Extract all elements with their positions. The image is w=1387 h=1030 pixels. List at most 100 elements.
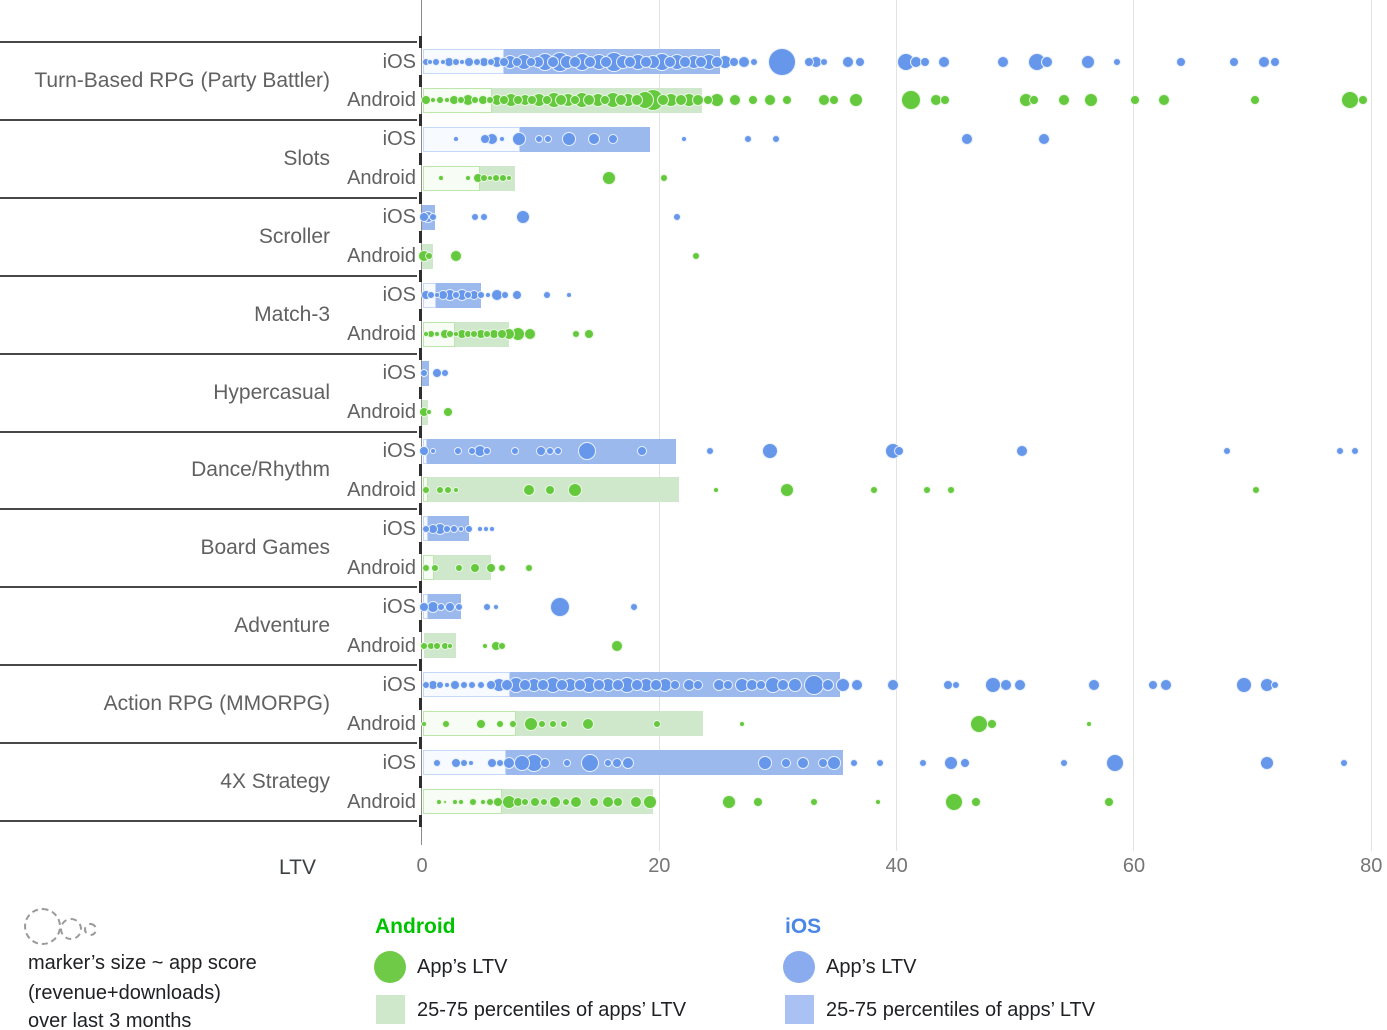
android-app-ltv-point	[1249, 95, 1260, 106]
ios-app-ltv-point	[510, 447, 519, 455]
x-tick-label: 40	[885, 855, 908, 877]
ios-app-ltv-point	[999, 678, 1012, 691]
ios-app-ltv-point	[663, 55, 676, 68]
ios-app-ltv-point	[542, 291, 551, 300]
ios-app-ltv-point	[428, 213, 437, 222]
ios-app-ltv-point	[453, 447, 462, 455]
ios-app-ltv-point	[920, 56, 931, 67]
android-app-ltv-point	[452, 798, 459, 805]
genre-label: Board Games	[200, 536, 330, 560]
y-axis-tick	[419, 776, 422, 789]
ios-app-ltv-point	[459, 680, 468, 689]
ios-app-ltv-point	[756, 679, 767, 690]
android-app-ltv-point	[739, 720, 746, 727]
ios-app-ltv-point	[519, 678, 532, 691]
android-app-ltv-point	[971, 796, 982, 807]
android-app-ltv-point	[498, 95, 509, 106]
genre-label: 4X Strategy	[220, 770, 330, 794]
platform-label-ios: iOS	[382, 50, 416, 73]
android-app-ltv-point	[422, 331, 429, 338]
platform-label-android: Android	[347, 478, 416, 501]
android-app-ltv-point	[426, 409, 433, 415]
ios-app-ltv-point	[573, 678, 586, 691]
android-app-ltv-point	[447, 642, 454, 649]
ios-app-ltv-point	[787, 677, 802, 692]
android-app-ltv-point	[470, 562, 481, 573]
android-app-ltv-point	[780, 482, 795, 497]
ios-app-ltv-point	[757, 755, 772, 770]
genre-separator	[0, 508, 417, 511]
ios-app-ltv-point	[1270, 56, 1281, 67]
ios-app-ltv-point	[477, 525, 484, 532]
android-app-ltv-point	[570, 795, 583, 808]
ios-app-ltv-point	[526, 56, 537, 67]
ios-app-ltv-point	[771, 135, 780, 144]
ios-app-ltv-point	[1147, 679, 1158, 690]
android-app-ltv-point	[537, 719, 546, 728]
android-app-ltv-point	[642, 794, 657, 809]
android-app-ltv-point	[529, 796, 540, 807]
ios-app-ltv-point	[984, 676, 1001, 693]
android-app-ltv-point	[476, 718, 487, 729]
android-app-ltv-point	[1085, 720, 1092, 727]
ios-app-ltv-point	[723, 679, 734, 690]
ios-app-ltv-point	[535, 135, 544, 144]
ios-app-ltv-point	[640, 55, 653, 68]
android-app-ltv-point	[421, 563, 430, 572]
y-axis-tick	[419, 542, 422, 555]
ios-app-ltv-point	[467, 680, 476, 689]
legend-android-percentiles-label: 25-75 percentiles of apps’ LTV	[417, 999, 687, 1021]
genre-separator	[0, 274, 417, 277]
ios-app-ltv-point	[611, 757, 622, 768]
ios-app-ltv-point	[501, 678, 514, 691]
android-app-ltv-point	[483, 330, 492, 339]
y-axis-tick	[419, 464, 422, 477]
android-app-ltv-point	[435, 485, 444, 494]
android-app-ltv-point	[443, 407, 454, 417]
ios-app-ltv-point	[693, 679, 704, 690]
ios-app-ltv-point	[630, 602, 639, 611]
ios-app-ltv-point	[1271, 680, 1280, 689]
android-app-ltv-point	[465, 175, 472, 182]
ios-app-ltv-point	[894, 446, 904, 456]
ios-app-ltv-point	[750, 57, 759, 66]
ios-app-ltv-point	[1105, 753, 1124, 772]
android-apps-ltv-marker	[374, 951, 406, 983]
platform-label-android: Android	[347, 712, 416, 735]
android-app-ltv-point	[513, 95, 524, 106]
android-app-ltv-point	[541, 95, 552, 106]
ios-app-ltv-point	[836, 677, 851, 692]
android-app-ltv-point	[1057, 94, 1070, 107]
platform-label-android: Android	[347, 323, 416, 346]
ios-app-ltv-point	[744, 135, 753, 144]
ios-app-ltv-point	[960, 133, 973, 146]
android-app-ltv-point	[572, 330, 581, 339]
ios-app-ltv-point	[876, 758, 885, 767]
ios-app-ltv-point	[1258, 55, 1271, 68]
android-app-ltv-point	[1340, 91, 1359, 110]
y-axis-tick	[419, 620, 422, 633]
y-axis-tick	[419, 230, 422, 243]
ios-app-ltv-point	[997, 55, 1010, 68]
ios-app-ltv-point	[535, 446, 546, 456]
y-axis-tick	[419, 74, 422, 87]
ios-app-ltv-point	[611, 678, 624, 691]
android-app-ltv-point	[568, 482, 583, 497]
gridline-80	[1370, 0, 1372, 851]
ios-app-ltv-point	[1059, 758, 1068, 767]
android-app-ltv-point	[485, 96, 494, 105]
ios-app-ltv-point	[549, 596, 570, 617]
android-app-ltv-point	[485, 797, 494, 806]
gridline-20	[658, 0, 660, 851]
android-p0-25-box	[423, 165, 481, 191]
ios-app-ltv-point	[427, 58, 434, 65]
ios-app-ltv-point	[450, 524, 459, 533]
android-app-ltv-point	[437, 175, 444, 182]
android-app-ltv-point	[509, 719, 518, 728]
android-app-ltv-point	[481, 642, 488, 649]
ios-percentile-band	[506, 750, 844, 776]
ios-app-ltv-point	[803, 674, 824, 695]
ios-app-ltv-point	[649, 678, 662, 691]
ios-app-ltv-point	[459, 58, 466, 65]
